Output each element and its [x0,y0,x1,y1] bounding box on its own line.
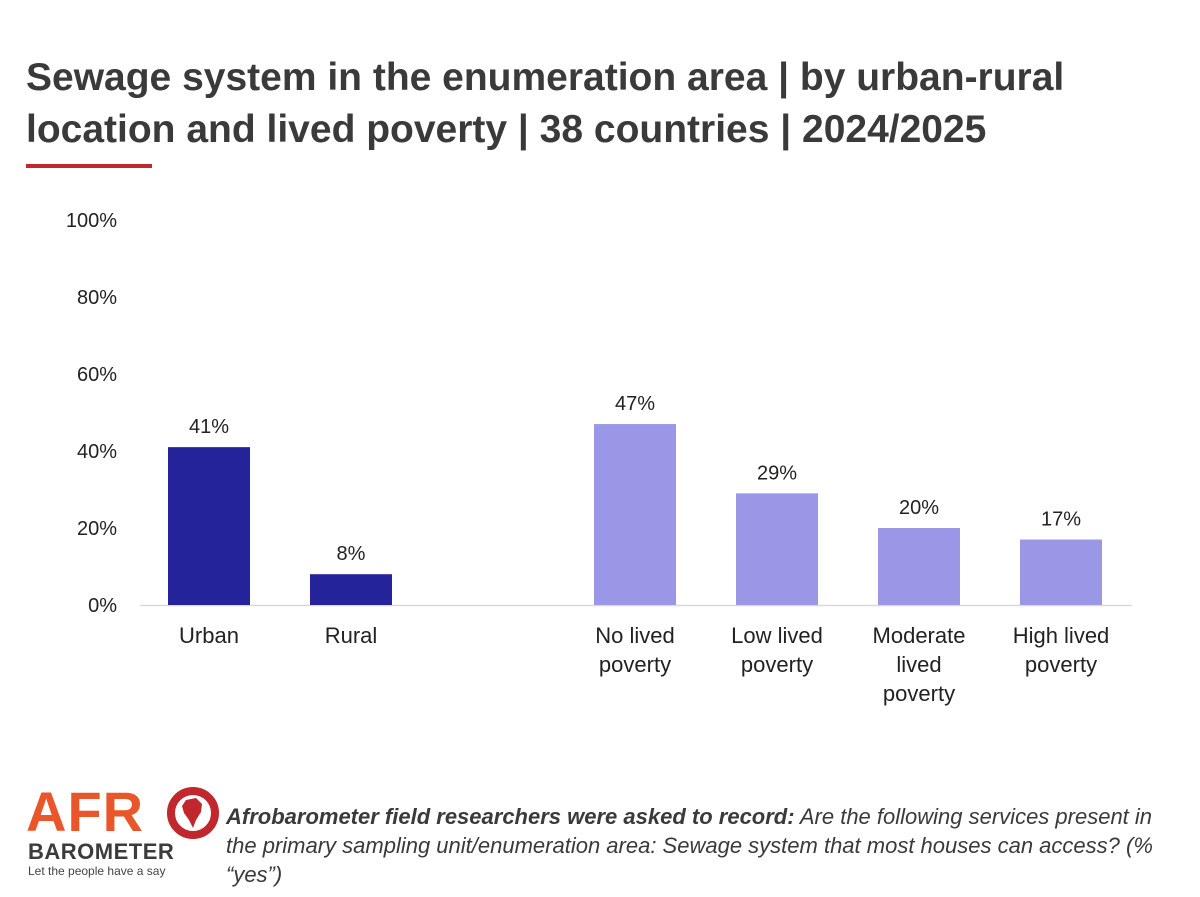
data-label: 8% [337,543,366,565]
x-tick-label-line: No lived [595,623,674,648]
logo-barometer-text: BAROMETER [28,839,175,864]
bar [168,447,250,605]
y-tick-label: 20% [77,518,117,540]
x-tick-label-line: poverty [883,681,955,706]
note-text: Are the following services present in th… [226,804,1153,887]
y-tick-label: 0% [88,595,117,617]
data-label: 20% [899,497,939,519]
data-label: 17% [1041,509,1081,531]
x-tick-label-line: Rural [325,623,378,648]
y-tick-label: 60% [77,364,117,386]
bar [736,493,818,605]
y-tick-label: 100% [66,210,117,232]
x-tick-label-line: poverty [741,652,813,677]
logo-tagline: Let the people have a say [28,864,166,878]
y-tick-label: 40% [77,441,117,463]
bar [878,528,960,605]
x-tick-label-line: poverty [1025,652,1097,677]
x-tick-label: Urban [179,623,239,648]
note-lead: Afrobarometer field researchers were ask… [226,804,795,829]
bar [1020,539,1102,605]
title-accent-line [26,164,152,168]
logo-afro-text: AFR [26,780,145,843]
chart-title-bold: Sewage system in the enumeration area [26,56,768,99]
x-tick-label: Moderate lived poverty [873,623,966,706]
x-tick-label: No lived poverty [595,623,674,677]
data-label: 47% [615,393,655,415]
x-tick-label-line: Urban [179,623,239,648]
x-tick-label-line: Low lived [731,623,823,648]
chart-title-rest: | by urban-rural location and lived pove… [26,56,1065,151]
bar [310,574,392,605]
data-label: 41% [189,416,229,438]
chart-title: Sewage system in the enumeration area | … [26,52,1196,156]
africa-globe-icon [167,787,219,839]
x-tick-label: Rural [325,623,378,648]
x-tick-label: Low lived poverty [731,623,823,677]
x-tick-label: High lived poverty [1013,623,1110,677]
bar [594,424,676,605]
data-label: 29% [757,462,797,484]
x-tick-label-line: lived [896,652,941,677]
x-tick-label-line: High lived [1013,623,1110,648]
afrobarometer-logo: AFR BAROMETER Let the people have a say [26,782,221,882]
x-tick-label-line: Moderate [873,623,966,648]
survey-question-note: Afrobarometer field researchers were ask… [226,802,1176,889]
y-tick-label: 80% [77,287,117,309]
bar-chart: 0% 20% 40% 60% 80% 100% 41% Urban 8% Rural 47% No l… [66,210,1132,706]
x-tick-label-line: poverty [599,652,671,677]
